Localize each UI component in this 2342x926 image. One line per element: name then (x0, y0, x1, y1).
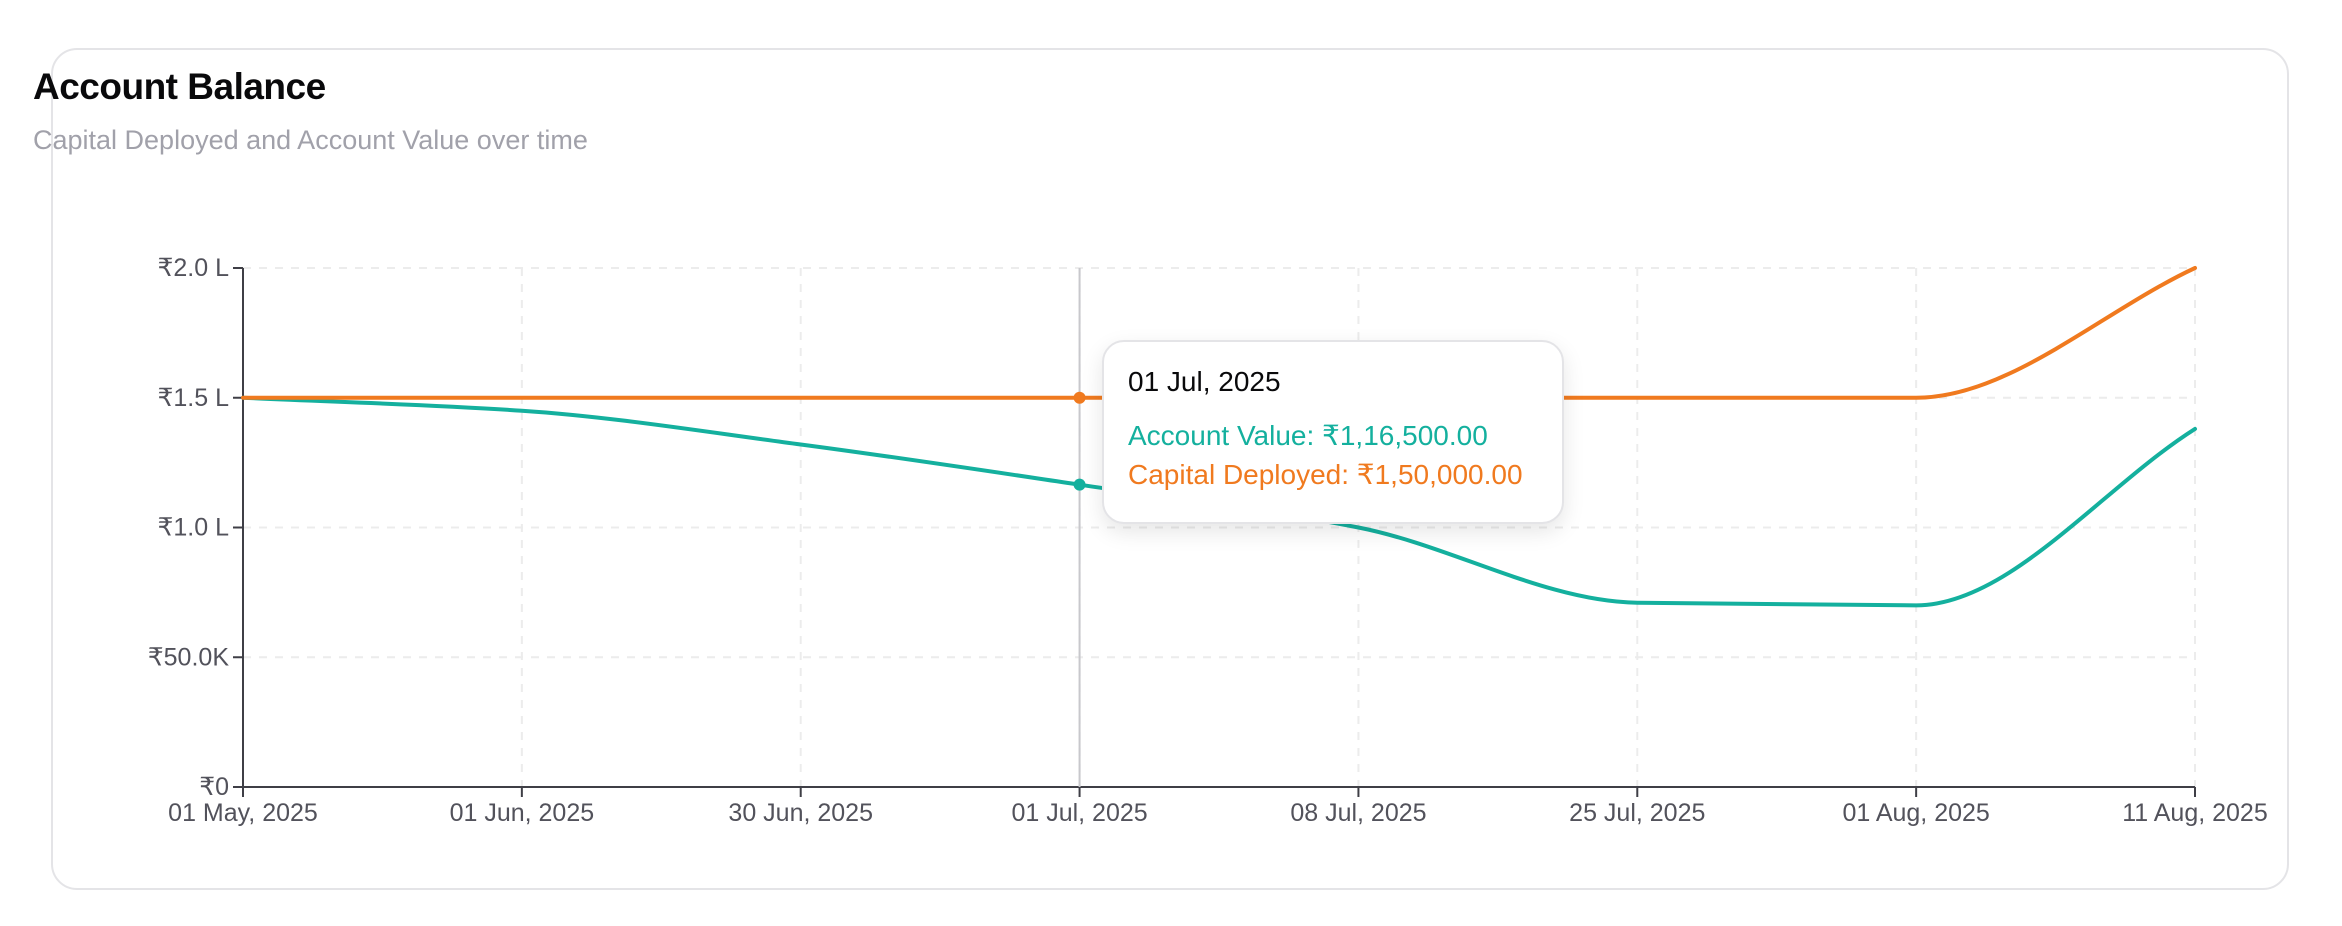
tooltip-capital-deployed: Capital Deployed: ₹1,50,000.00 (1128, 459, 1523, 490)
active-point-markers (1073, 391, 1086, 491)
account-value-active-point (1073, 478, 1086, 491)
chart-tooltip: 01 Jul, 2025 Account Value: ₹1,16,500.00… (1102, 340, 1564, 524)
x-axis-tick-label: 01 Jul, 2025 (1011, 799, 1147, 827)
x-axis-tick-label: 01 May, 2025 (168, 799, 318, 827)
tooltip-date: 01 Jul, 2025 (1128, 366, 1281, 397)
axes (233, 267, 2196, 797)
x-axis-tick-label: 11 Aug, 2025 (2122, 799, 2268, 827)
y-axis-tick-labels: ₹0 ₹50.0K ₹1.0 L ₹1.5 L ₹2.0 L (148, 254, 230, 801)
y-axis-tick-label: ₹2.0 L (157, 254, 229, 282)
chart-subtitle: Capital Deployed and Account Value over … (33, 125, 588, 155)
y-axis-tick-label: ₹1.5 L (157, 384, 229, 412)
y-axis-tick-label: ₹0 (199, 773, 229, 801)
tooltip-account-value: Account Value: ₹1,16,500.00 (1128, 420, 1488, 451)
x-axis-tick-label: 01 Aug, 2025 (1842, 799, 1989, 827)
chart-title: Account Balance (33, 66, 326, 107)
x-axis-tick-label: 25 Jul, 2025 (1569, 799, 1705, 827)
capital-deployed-active-point (1073, 391, 1086, 404)
y-axis-tick-label: ₹1.0 L (157, 514, 229, 542)
y-axis-tick-label: ₹50.0K (148, 643, 230, 671)
x-axis-tick-label: 01 Jun, 2025 (450, 799, 595, 827)
x-axis-tick-label: 30 Jun, 2025 (728, 799, 873, 827)
x-axis-tick-labels: 01 May, 2025 01 Jun, 2025 30 Jun, 2025 01 J… (168, 799, 2268, 827)
x-axis-tick-label: 08 Jul, 2025 (1290, 799, 1426, 827)
